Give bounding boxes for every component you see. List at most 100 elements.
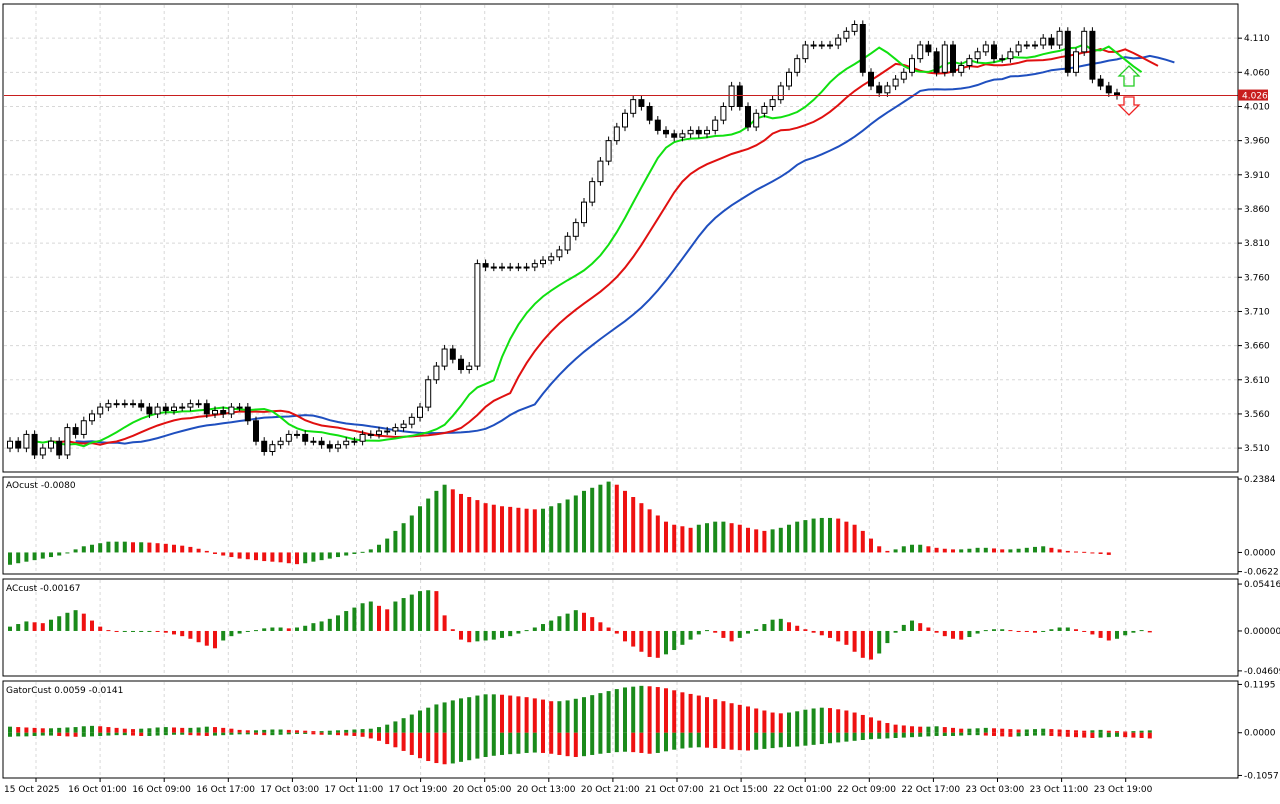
ac-bar (565, 613, 570, 631)
candle-body (540, 259, 546, 265)
gator-bar (204, 732, 209, 736)
ao-bar (623, 490, 627, 553)
gator-bar (442, 702, 447, 733)
candle-body (876, 85, 883, 94)
candle-body (220, 410, 227, 415)
gator-bar (319, 731, 324, 733)
gator-bar (1024, 732, 1029, 736)
ao-bar (172, 544, 176, 553)
gator-bar (541, 699, 545, 733)
ac-bar (40, 623, 45, 631)
ac-bar (778, 618, 783, 631)
ao-bar (180, 545, 185, 553)
gator-bar (606, 732, 611, 753)
candle-body (474, 263, 481, 367)
gator-bar (639, 685, 644, 733)
gator-bar (426, 732, 431, 762)
gator-bar (647, 686, 652, 733)
ao-bar (98, 543, 103, 553)
gator-bar (90, 725, 94, 733)
candle-body (499, 266, 505, 269)
ao-bar (942, 548, 947, 553)
ao-axis-label: 0.2384 (1244, 475, 1276, 485)
gator-bar (1139, 732, 1144, 738)
gator-bar (705, 697, 709, 733)
ac-bar (122, 630, 127, 632)
gator-bar (139, 732, 144, 736)
ac-bar (426, 590, 431, 631)
grid (4, 5, 1237, 777)
gator-bar (65, 727, 70, 733)
gator-bar (254, 730, 258, 733)
gator-bar (311, 731, 316, 733)
ac-bar (1123, 630, 1128, 636)
ao-bar (360, 551, 365, 553)
gator-bar (836, 709, 841, 733)
candle-body (212, 410, 218, 415)
ao-bar (934, 547, 939, 553)
ac-bar (975, 630, 980, 634)
ac-bar (131, 630, 135, 632)
gator-bar (40, 732, 45, 736)
gator-bar (1090, 730, 1095, 733)
candle-body (966, 58, 973, 66)
ao-bar (762, 530, 767, 553)
ao-bar (352, 552, 357, 554)
ao-bar (573, 495, 578, 553)
gator-bar (1074, 730, 1078, 733)
candle-body (121, 403, 128, 406)
candle-body (835, 37, 842, 46)
ao-bar (188, 546, 193, 553)
time-axis-label: 17 Oct 03:00 (260, 785, 319, 795)
price-axis-label: 3.610 (1244, 376, 1270, 386)
candle-body (638, 99, 645, 107)
gator-bar (81, 726, 86, 733)
ao-bar (557, 503, 562, 553)
ao-bar (32, 552, 37, 561)
ac-bar (516, 630, 521, 634)
gator-bar (565, 732, 570, 757)
ac-bar (614, 630, 619, 634)
gator-bar (828, 708, 832, 733)
time-axis-label: 22 Oct 01:00 (773, 785, 832, 795)
ac-bar (803, 629, 808, 631)
gator-bar (672, 690, 677, 733)
ao-bar (1098, 552, 1103, 554)
time-axis-label: 16 Oct 17:00 (196, 785, 255, 795)
ac-bar (245, 630, 250, 632)
ao-bar (598, 484, 603, 553)
gator-bar (811, 732, 816, 745)
alligator-teeth-line (50, 47, 1159, 446)
ac-bar (213, 630, 217, 649)
ac-bar (1041, 630, 1046, 632)
candle-body (900, 71, 907, 80)
candle-body (449, 348, 456, 360)
gator-bar (344, 729, 349, 733)
ao-bar (869, 538, 873, 553)
gator-bar (393, 721, 398, 733)
ao-bar (705, 523, 709, 553)
ao-bar (795, 521, 800, 553)
candle-body (794, 58, 801, 73)
candle-body (564, 235, 571, 251)
price-axis-label: 3.660 (1244, 342, 1270, 352)
candle-body (294, 433, 300, 436)
ac-bar (705, 630, 709, 632)
ao-axis: 0.2384 0.0000 -0.0622 (1238, 475, 1279, 578)
ac-bar (450, 629, 455, 631)
gator-bar (934, 732, 939, 736)
ao-bar (672, 524, 677, 553)
alligator-jaw-line (75, 54, 1175, 445)
ao-bar (967, 548, 972, 553)
candle-body (982, 44, 989, 53)
ac-axis-label: 0.00000 (1244, 627, 1280, 637)
candle-body (318, 440, 325, 446)
ao-bar (877, 546, 882, 553)
ac-bar (787, 622, 791, 631)
candle-body (105, 403, 112, 408)
ac-bar (1115, 630, 1119, 639)
gator-bar (131, 732, 135, 736)
price-axis-label: 4.060 (1244, 68, 1270, 78)
